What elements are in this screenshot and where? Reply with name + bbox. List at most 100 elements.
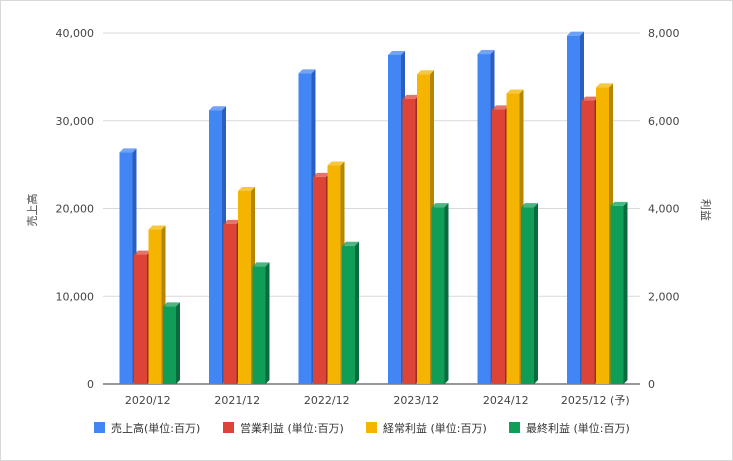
legend-item: 最終利益 (単位:百万) — [509, 421, 630, 435]
legend-swatch — [509, 422, 520, 433]
bar — [492, 105, 509, 384]
left-tick-label: 40,000 — [56, 27, 95, 40]
bar-top — [252, 262, 270, 267]
bar-front — [431, 207, 445, 384]
bar-side — [623, 201, 628, 384]
legend-item: 営業利益 (単位:百万) — [223, 421, 344, 435]
bar-front — [402, 98, 416, 384]
bar — [327, 161, 345, 384]
left-axis-title: 売上高 — [25, 194, 39, 227]
bar — [342, 241, 359, 384]
legend-swatch — [366, 422, 377, 433]
bar — [596, 83, 613, 384]
bar-front — [148, 229, 162, 384]
legend-item: 売上高(単位:百万) — [94, 421, 200, 435]
right-tick-label: 8,000 — [648, 27, 680, 40]
bar — [506, 89, 524, 385]
right-tick-label: 0 — [648, 378, 655, 391]
legend-label: 経常利益 (単位:百万) — [383, 421, 487, 435]
bar-top — [388, 50, 405, 55]
left-tick-label: 20,000 — [56, 203, 95, 216]
bar-front — [238, 190, 251, 384]
bar-front — [163, 306, 176, 384]
bar-top — [431, 203, 449, 208]
left-tick-label: 0 — [87, 378, 94, 391]
bar-front — [521, 207, 534, 384]
bar-front — [209, 110, 222, 384]
bar-front — [596, 87, 609, 384]
bar-side — [355, 241, 359, 384]
bar — [417, 70, 434, 385]
legend-swatch — [94, 422, 105, 433]
bar-top — [581, 96, 599, 101]
bar-top — [506, 89, 524, 94]
legend-label: 売上高(単位:百万) — [111, 421, 200, 435]
bar-front — [567, 35, 580, 384]
bar — [119, 148, 137, 384]
bar-front — [388, 54, 401, 384]
bar-front — [327, 165, 341, 384]
right-axis-title: 利益 — [699, 199, 713, 221]
bar-front — [119, 152, 133, 384]
bar-top — [417, 70, 434, 75]
bar — [388, 50, 405, 384]
bar-top — [238, 186, 255, 191]
legend-swatch — [223, 422, 234, 433]
bar-front — [506, 93, 520, 385]
bar — [209, 106, 226, 384]
bar — [567, 31, 584, 384]
left-tick-label: 10,000 — [56, 290, 95, 303]
bar-top — [567, 31, 584, 36]
bar — [252, 262, 270, 384]
x-axis-ticks: 2020/12 2021/12 2022/12 2023/12 2024/12 2025/… — [125, 394, 630, 407]
x-tick-label: 2025/12 (予) — [561, 394, 630, 407]
x-tick-label: 2021/12 — [214, 394, 260, 407]
legend: 売上高(単位:百万) 営業利益 (単位:百万) 経常利益 (単位:百万) 最終利益 (… — [94, 421, 630, 435]
left-tick-label: 30,000 — [56, 115, 95, 128]
bar-top — [342, 241, 359, 246]
right-tick-label: 6,000 — [648, 115, 680, 128]
bar-side — [265, 262, 270, 384]
bar-side — [444, 203, 449, 384]
bar-top — [492, 105, 509, 110]
left-axis-ticks: 0 10,000 20,000 30,000 40,000 — [56, 27, 95, 391]
bar-top — [148, 225, 166, 230]
legend-label: 最終利益 (単位:百万) — [526, 421, 630, 435]
bar-top — [163, 302, 180, 307]
bar — [298, 69, 316, 385]
bar-top — [313, 172, 330, 177]
bar-top — [477, 50, 495, 55]
bar-front — [342, 245, 355, 384]
legend-label: 営業利益 (単位:百万) — [240, 421, 344, 435]
x-tick-label: 2023/12 — [393, 394, 439, 407]
bar-front — [298, 73, 312, 385]
bar — [134, 250, 151, 384]
right-tick-label: 2,000 — [648, 290, 680, 303]
bar-front — [417, 74, 430, 385]
bar-top — [119, 148, 137, 153]
x-tick-label: 2020/12 — [125, 394, 171, 407]
bar-top — [610, 201, 628, 206]
bar — [313, 172, 330, 384]
bar-front — [223, 223, 237, 384]
right-axis-ticks: 0 2,000 4,000 6,000 8,000 — [648, 27, 680, 391]
bar — [148, 225, 166, 384]
bar-front — [252, 266, 266, 384]
bar — [477, 50, 495, 385]
bar — [238, 186, 255, 384]
bar-side — [534, 203, 538, 384]
bar-front — [477, 54, 491, 385]
bar — [521, 203, 538, 384]
bar — [223, 219, 241, 384]
x-tick-label: 2024/12 — [483, 394, 529, 407]
bar-top — [327, 161, 345, 166]
bar — [581, 96, 599, 384]
bar-top — [134, 250, 151, 255]
grid-lines — [103, 32, 640, 385]
bar-front — [313, 176, 326, 384]
bar-top — [223, 219, 241, 224]
bars — [119, 31, 628, 385]
x-tick-label: 2022/12 — [304, 394, 350, 407]
bar-front — [610, 205, 624, 384]
